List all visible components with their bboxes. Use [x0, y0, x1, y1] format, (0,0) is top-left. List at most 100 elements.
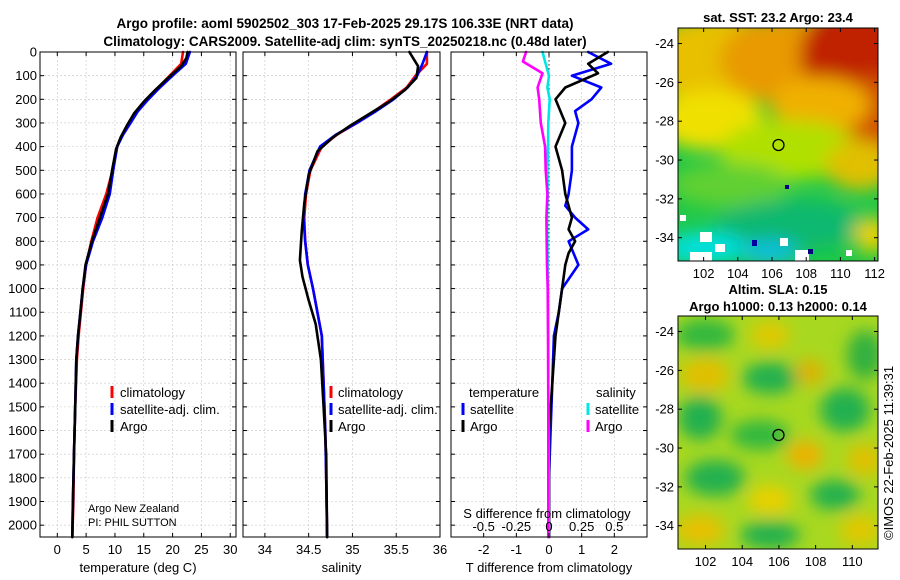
x-tick-label: 35 — [345, 542, 359, 557]
y-tick-label: 300 — [15, 115, 37, 130]
map-y-tick-label: -26 — [655, 75, 674, 90]
y-tick-label: 1000 — [8, 281, 37, 296]
x-tick-label: 15 — [137, 542, 151, 557]
x-tick-label: 25 — [194, 542, 208, 557]
sst-map-axes: 102 104 106 108 110 112 -24 -26 -28 -30 -32 -34 — [655, 28, 885, 281]
x-tick-label: 1 — [578, 542, 585, 557]
sst-map-frame — [677, 27, 879, 262]
series-line-satellite-adj-clim- — [302, 50, 429, 539]
legend-label-temp-argo: Argo — [470, 419, 497, 434]
legend-label-argo: Argo — [120, 419, 147, 434]
sst-heatmap — [678, 28, 878, 261]
y-tick-label: 500 — [15, 163, 37, 178]
map-x-tick-label: 108 — [805, 554, 827, 569]
map-x-tick-label: 110 — [842, 554, 863, 569]
x-tick-label: 2 — [611, 542, 618, 557]
x-tick-label: 30 — [223, 542, 237, 557]
sla-heatmap — [678, 316, 878, 549]
map-x-tick-label: 104 — [727, 266, 749, 281]
y-tick-label: 1400 — [8, 376, 37, 391]
x-tick-label: 0 — [545, 542, 552, 557]
legend-label-satellite: satellite-adj. clim. — [120, 402, 220, 417]
y-tick-label: 700 — [15, 210, 37, 225]
x-tick-label: 35.5 — [384, 542, 409, 557]
top-x-tick-label: 0 — [545, 519, 552, 534]
map-y-tick-label: -32 — [655, 191, 674, 206]
annotation-argo-new-zealand: Argo New Zealand — [88, 503, 179, 515]
series-line-climatology — [302, 50, 429, 539]
map-x-tick-label: 104 — [731, 554, 753, 569]
series-line-temperature-argo — [547, 50, 610, 539]
series-line-argo — [298, 50, 420, 539]
difference-legend: temperature salinity satellite Argo sate… — [461, 385, 639, 434]
y-tick-label: 2000 — [8, 518, 37, 533]
map-y-tick-label: -24 — [655, 36, 674, 51]
legend-heading-temperature: temperature — [469, 385, 539, 400]
x-tick-label: 34.5 — [296, 542, 321, 557]
sla-map-subtitle: Argo h1000: 0.13 h2000: 0.14 — [689, 299, 868, 314]
legend-heading-salinity: salinity — [596, 385, 636, 400]
map-y-tick-label: -30 — [655, 153, 674, 168]
y-tick-label: 1200 — [8, 328, 37, 343]
map-x-tick-label: 108 — [795, 266, 817, 281]
y-tick-label: 1900 — [8, 494, 37, 509]
x-tick-label: 0 — [54, 542, 61, 557]
map-y-tick-label: -30 — [655, 441, 674, 456]
top-x-tick-label: -0.25 — [502, 519, 532, 534]
map-x-tick-label: 112 — [864, 266, 885, 281]
top-x-tick-label: 0.25 — [569, 519, 594, 534]
map-x-tick-label: 110 — [830, 266, 851, 281]
y-tick-label: 1800 — [8, 470, 37, 485]
y-tick-label: 400 — [15, 139, 37, 154]
map-y-tick-label: -28 — [655, 402, 674, 417]
top-x-tick-label: -0.5 — [472, 519, 494, 534]
y-tick-label: 1300 — [8, 352, 37, 367]
x-tick-label: 20 — [165, 542, 179, 557]
figure-subtitle: Climatology: CARS2009. Satellite-adj cli… — [103, 34, 586, 49]
annotation-pi: PI: PHIL SUTTON — [88, 517, 177, 529]
top-x-tick-label: 0.5 — [605, 519, 623, 534]
legend-label-climatology: climatology — [120, 385, 186, 400]
y-tick-label: 800 — [15, 234, 37, 249]
map-x-tick-label: 102 — [695, 554, 717, 569]
map-y-tick-label: -32 — [655, 479, 674, 494]
figure-title: Argo profile: aoml 5902502_303 17-Feb-20… — [117, 16, 574, 31]
legend-label-temp-satellite: satellite — [470, 402, 514, 417]
temperature-legend: climatology satellite-adj. clim. Argo — [110, 385, 220, 434]
x-axis-label: T difference from climatology — [466, 560, 633, 575]
map-y-tick-label: -34 — [655, 518, 674, 533]
sst-map-title: sat. SST: 23.2 Argo: 23.4 — [703, 10, 854, 25]
x-tick-label: 10 — [108, 542, 122, 557]
y-tick-label: 1700 — [8, 447, 37, 462]
map-y-tick-label: -34 — [655, 230, 674, 245]
y-tick-label: 600 — [15, 186, 37, 201]
series-line-argo — [71, 50, 189, 539]
axes-frame — [39, 51, 237, 538]
x-axis-label: temperature (deg C) — [79, 560, 196, 575]
y-tick-label: 1100 — [9, 305, 37, 320]
x-tick-label: 36 — [433, 542, 447, 557]
y-tick-label: 1600 — [8, 423, 37, 438]
y-tick-label: 900 — [15, 257, 37, 272]
map-y-tick-label: -26 — [655, 363, 674, 378]
legend-label-climatology: climatology — [338, 385, 404, 400]
map-y-tick-label: -24 — [655, 324, 674, 339]
series-line-satellite-adj-clim- — [71, 50, 192, 539]
y-tick-label: 0 — [30, 45, 37, 60]
temperature-profile-panel: 0100200300400500600700800900100011001200… — [8, 45, 237, 576]
x-tick-label: 34 — [258, 542, 272, 557]
map-x-tick-label: 106 — [768, 554, 790, 569]
sla-map-axes: 102 104 106 108 110 -24 -26 -28 -30 -32 -34 — [655, 316, 878, 569]
x-tick-label: 5 — [83, 542, 90, 557]
x-axis-label: salinity — [322, 560, 362, 575]
legend-label-sal-satellite: satellite — [595, 402, 639, 417]
salinity-profile-panel: 34 34.5 35 35.5 36 salinity — [242, 50, 447, 575]
sst-argo-location-marker — [772, 138, 785, 152]
series-line-salinity-argo — [521, 50, 550, 539]
axes-frame — [242, 51, 441, 538]
legend-label-sal-argo: Argo — [595, 419, 622, 434]
difference-profile-panel: -2 -1 0 1 2 T difference from climatology -0.5… — [450, 50, 648, 575]
series-line-temperature-satellite — [547, 50, 613, 539]
sla-argo-location-marker — [772, 428, 785, 442]
